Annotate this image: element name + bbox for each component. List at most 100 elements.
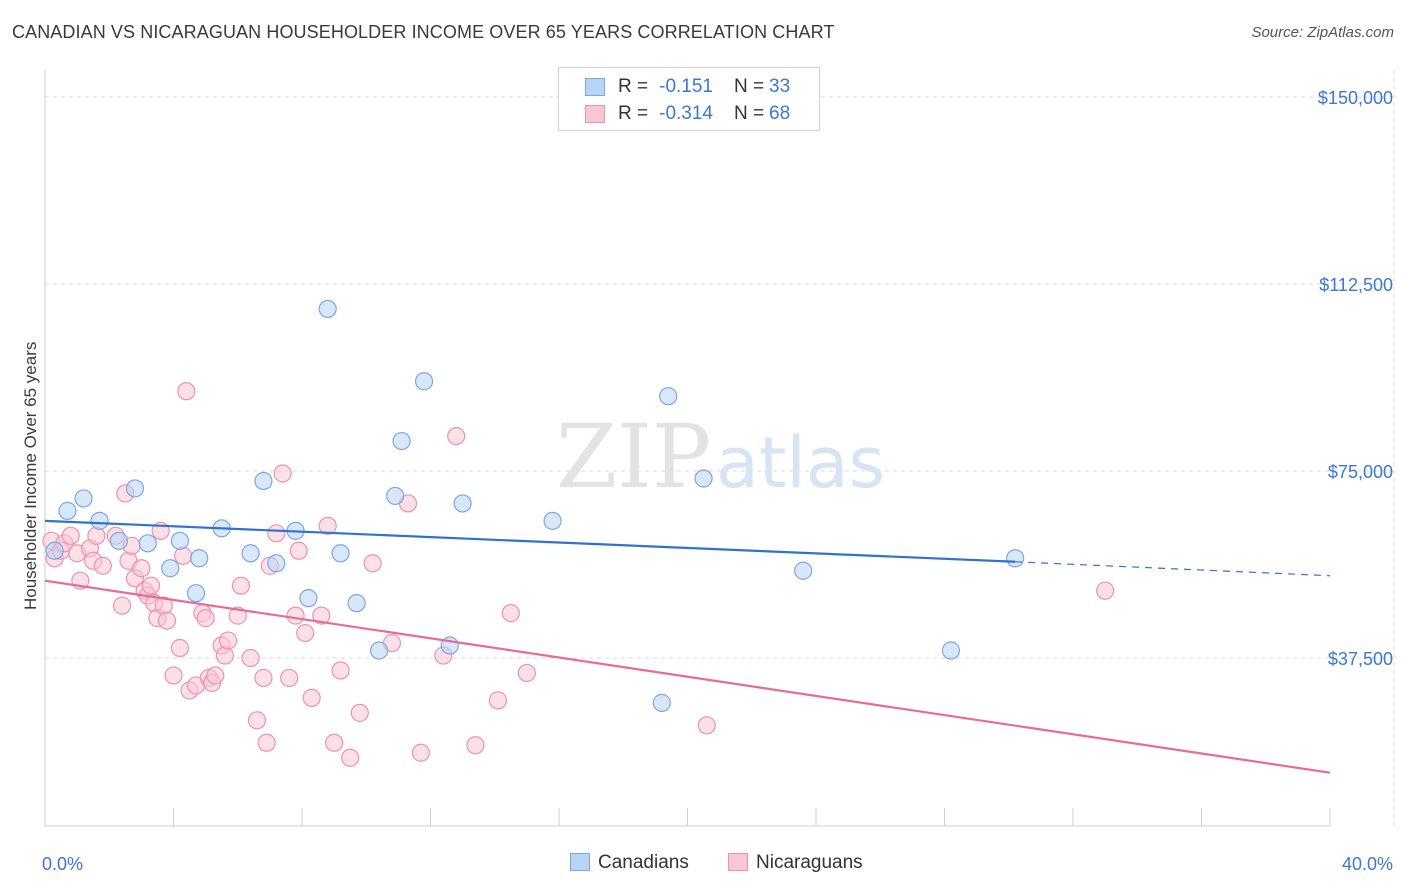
canadian-point — [659, 387, 678, 406]
nicaraguan-point — [164, 666, 183, 685]
nicaraguan-point — [318, 516, 337, 535]
nicaraguans-swatch — [585, 105, 605, 123]
legend-n-label: N = — [734, 103, 765, 124]
y-tick-label: $37,500 — [1328, 649, 1393, 669]
canadians-trend-line — [44, 519, 1016, 563]
nicaraguans-points — [42, 382, 1115, 767]
nicaraguan-point — [350, 703, 369, 722]
y-tick-labels: $37,500 $75,000 $112,500 $150,000 — [1318, 88, 1393, 669]
canadian-point — [45, 541, 64, 560]
nicaraguan-point — [157, 611, 177, 630]
canadian-point — [190, 549, 209, 568]
axes — [44, 70, 1331, 827]
nicaraguan-point — [174, 546, 193, 565]
legend-item-nicaraguans[interactable]: Nicaraguans — [728, 852, 863, 874]
canadians-swatch — [570, 853, 590, 871]
canadian-point — [318, 299, 337, 319]
nicaraguan-point — [286, 606, 305, 625]
canadian-point — [414, 372, 434, 391]
nicaraguan-point — [196, 609, 215, 628]
nicaraguan-point — [363, 554, 382, 573]
nicaraguan-point — [132, 559, 151, 578]
nicaraguan-point — [231, 576, 251, 595]
nicaraguan-point — [219, 631, 238, 650]
canadian-point — [694, 469, 713, 488]
x-tick-label: 40.0% — [1342, 854, 1393, 874]
nicaraguan-point — [241, 648, 260, 668]
nicaraguan-point — [331, 661, 350, 680]
canadian-point — [652, 693, 671, 712]
canadian-point — [331, 544, 350, 563]
canadian-point — [74, 489, 93, 508]
canadian-point — [254, 471, 273, 491]
nicaraguan-point — [488, 691, 508, 710]
legend-r-value: -0.314 — [659, 103, 713, 124]
nicaraguan-point — [697, 716, 716, 735]
canadian-point — [392, 431, 411, 451]
watermark-zip: ZIP — [556, 405, 711, 508]
nicaraguan-point — [254, 668, 273, 688]
y-tick-label: $75,000 — [1328, 462, 1393, 482]
legend-n-value: 68 — [769, 103, 791, 124]
x-tick-label: 0.0% — [42, 854, 83, 874]
nicaraguan-point — [228, 606, 247, 625]
nicaraguan-point — [501, 604, 520, 623]
nicaraguan-point — [177, 382, 196, 401]
legend-r-value: -0.151 — [659, 76, 713, 97]
nicaraguan-point — [273, 464, 292, 483]
canadian-point — [58, 501, 77, 520]
nicaraguan-point — [302, 688, 321, 707]
legend-r-label: R = — [618, 103, 649, 124]
trend-lines — [44, 519, 1331, 774]
nicaraguan-point — [289, 541, 308, 560]
canadian-point — [109, 531, 128, 550]
nicaraguan-point — [1096, 581, 1115, 600]
canadians-points — [45, 299, 1025, 712]
correlation-legend: R = -0.151 N = 33 R = -0.314 N = 68 — [558, 67, 820, 131]
nicaraguan-point — [341, 748, 360, 767]
canadians-swatch — [585, 78, 605, 96]
nicaraguan-point — [280, 668, 299, 688]
nicaraguan-point — [466, 736, 485, 755]
y-tick-label: $112,500 — [1319, 275, 1393, 295]
legend-item-canadians[interactable]: Canadians — [570, 852, 689, 874]
x-tick-labels: 0.0% 40.0% — [42, 854, 1393, 874]
y-tick-label: $150,000 — [1318, 88, 1393, 108]
chart-title: CANADIAN VS NICARAGUAN HOUSEHOLDER INCOM… — [12, 22, 835, 42]
canadian-point — [794, 561, 813, 580]
canadian-point — [138, 534, 157, 553]
nicaraguan-point — [447, 426, 466, 446]
canadian-point — [299, 589, 318, 608]
nicaraguan-point — [170, 638, 190, 658]
canadian-point — [543, 511, 562, 530]
canadian-point — [170, 531, 190, 550]
canadians-label: Canadians — [598, 852, 689, 873]
series-legend: Canadians Nicaraguans — [0, 852, 1406, 878]
nicaraguan-point — [267, 524, 286, 543]
nicaraguans-swatch — [728, 853, 748, 871]
nicaraguan-point — [61, 526, 80, 545]
watermark-atlas: atlas — [716, 422, 885, 504]
nicaraguan-point — [257, 733, 276, 752]
nicaraguan-point — [141, 576, 161, 595]
canadian-point — [90, 511, 109, 530]
source-label: Source: ZipAtlas.com — [1251, 24, 1394, 41]
canadian-point — [386, 486, 405, 506]
canadian-point — [941, 641, 961, 660]
nicaraguan-point — [411, 743, 430, 762]
nicaraguans-label: Nicaraguans — [756, 852, 863, 873]
watermark: ZIP atlas — [556, 405, 885, 508]
canadian-point — [161, 559, 180, 578]
nicaraguan-point — [247, 711, 267, 730]
canadian-point — [347, 594, 366, 613]
canadian-point — [267, 554, 286, 573]
legend-n-value: 33 — [769, 76, 791, 97]
legend-n-label: N = — [734, 76, 765, 97]
nicaraguans-trend-line — [44, 579, 1331, 774]
nicaraguan-point — [312, 606, 331, 625]
nicaraguan-point — [296, 623, 315, 643]
canadian-point — [241, 544, 260, 563]
canadian-point — [186, 584, 206, 603]
nicaraguan-point — [93, 556, 112, 575]
